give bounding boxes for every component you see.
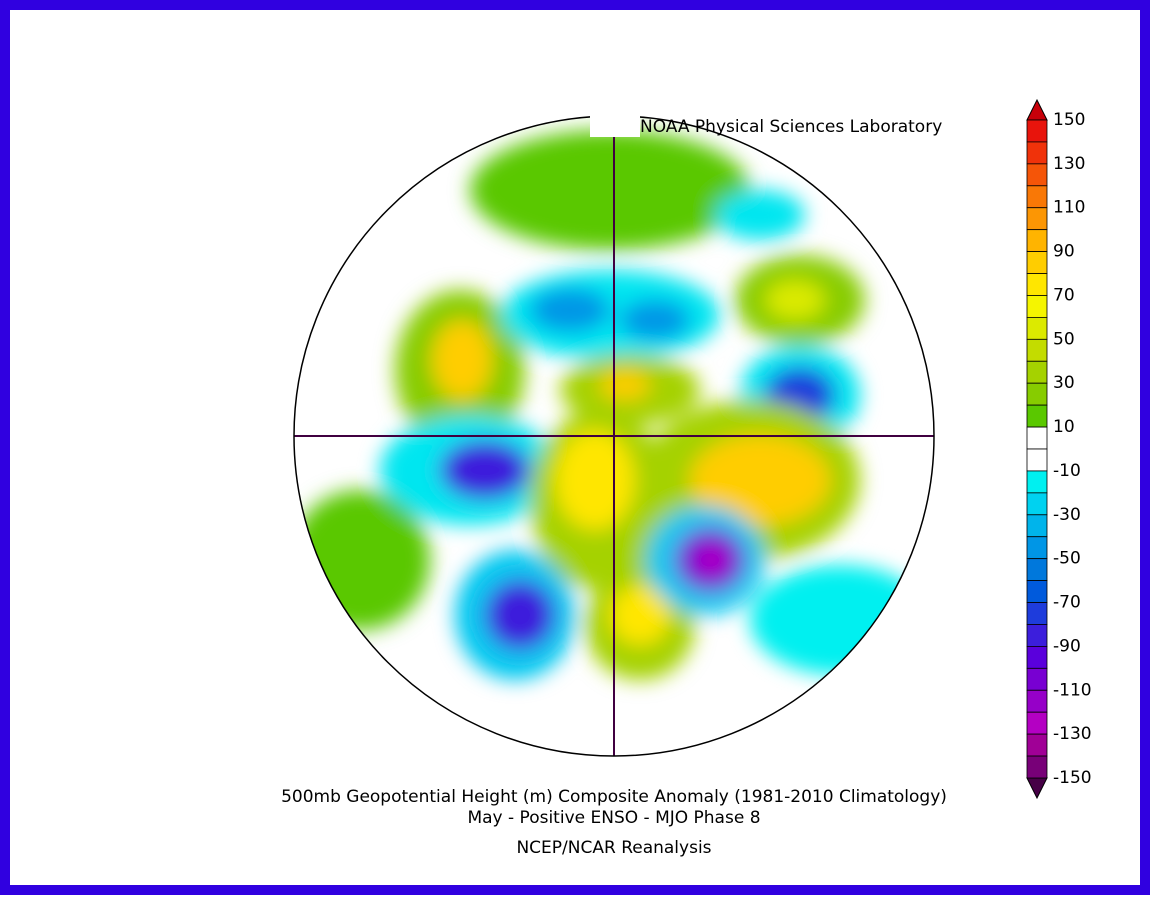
colorbar-band (1026, 558, 1048, 582)
colorbar-label: -110 (1053, 680, 1092, 700)
colorbar-band (1026, 316, 1048, 340)
colorbar-label: 10 (1053, 417, 1075, 437)
colorbar-band (1026, 185, 1048, 209)
title-line: May - Positive ENSO - MJO Phase 8 (467, 808, 760, 828)
colorbar-band (1026, 251, 1048, 274)
colorbar-band (1026, 229, 1048, 253)
anomaly-field (294, 116, 934, 756)
colorbar-band (1026, 382, 1048, 406)
colorbar-band (1026, 689, 1048, 713)
colorbar-band (1026, 404, 1048, 428)
colorbar-band (1026, 360, 1048, 384)
colorbar-label: -50 (1053, 549, 1081, 569)
colorbar-band (1026, 338, 1048, 362)
source: NCEP/NCAR Reanalysis (516, 838, 711, 858)
colorbar-band (1026, 207, 1048, 231)
colorbar-label: 70 (1053, 285, 1075, 305)
colorbar-label: 150 (1053, 110, 1085, 130)
colorbar-band (1026, 119, 1048, 143)
colorbar-band (1026, 711, 1048, 735)
colorbar-band (1026, 646, 1048, 669)
colorbar-band (1026, 470, 1048, 494)
colorbar-label: 130 (1053, 154, 1085, 174)
colorbar-band (1026, 163, 1048, 187)
colorbar-label: -150 (1053, 768, 1092, 788)
colorbar-label: -90 (1053, 636, 1081, 656)
colorbar-label: -30 (1053, 505, 1081, 525)
credit-box (590, 115, 640, 137)
colorbar-band (1026, 514, 1048, 538)
colorbar-label: -130 (1053, 724, 1092, 744)
colorbar-label: -70 (1053, 593, 1081, 613)
colorbar-label: 30 (1053, 373, 1075, 393)
colorbar-band (1026, 733, 1048, 757)
colorbar-band (1026, 667, 1048, 691)
colorbar-band (1026, 273, 1048, 296)
colorbar-band (1026, 295, 1048, 318)
colorbar-label: 50 (1053, 329, 1075, 349)
colorbar-band (1026, 580, 1048, 603)
colorbar-label: -10 (1053, 461, 1081, 481)
colorbar-label: 110 (1053, 198, 1085, 218)
colorbar-band (1026, 426, 1048, 450)
colorbar-band (1026, 141, 1048, 165)
colorbar-label: 90 (1053, 242, 1075, 262)
colorbar: 150 130 110 90 70 50 30 10 -10 -30 -50 -70 -90 -110 -1… (1026, 98, 1092, 800)
colorbar-band (1026, 536, 1048, 560)
colorbar-band (1026, 624, 1048, 647)
colorbar-band (1026, 755, 1048, 779)
colorbar-band (1026, 448, 1048, 472)
colorbar-band (1026, 492, 1048, 516)
credit: NOAA Physical Sciences Laboratory (640, 117, 942, 137)
colorbar-band (1026, 602, 1048, 625)
title-line: 500mb Geopotential Height (m) Composite … (281, 787, 947, 807)
